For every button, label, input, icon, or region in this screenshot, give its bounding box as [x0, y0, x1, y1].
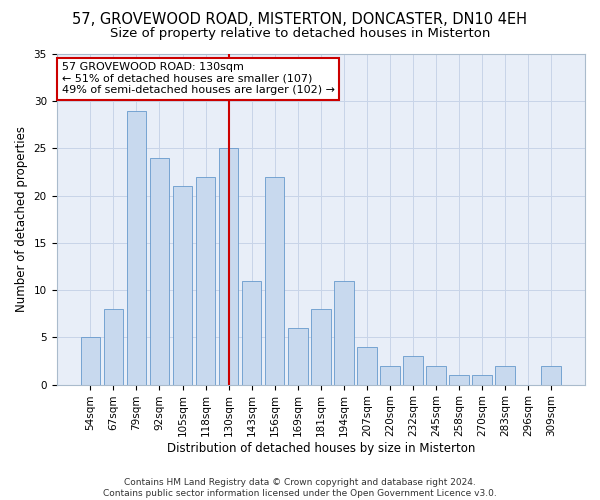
Bar: [80, 338, 100, 384]
Bar: [242, 280, 262, 384]
Bar: [357, 347, 377, 385]
Bar: [127, 110, 146, 384]
Bar: [104, 309, 123, 384]
Text: 57 GROVEWOOD ROAD: 130sqm
← 51% of detached houses are smaller (107)
49% of semi: 57 GROVEWOOD ROAD: 130sqm ← 51% of detac…: [62, 62, 335, 96]
Bar: [265, 177, 284, 384]
Bar: [426, 366, 446, 384]
Bar: [334, 280, 353, 384]
Bar: [196, 177, 215, 384]
Bar: [449, 375, 469, 384]
Y-axis label: Number of detached properties: Number of detached properties: [15, 126, 28, 312]
X-axis label: Distribution of detached houses by size in Misterton: Distribution of detached houses by size …: [167, 442, 475, 455]
Bar: [472, 375, 492, 384]
Bar: [380, 366, 400, 384]
Bar: [173, 186, 193, 384]
Bar: [496, 366, 515, 384]
Bar: [311, 309, 331, 384]
Bar: [219, 148, 238, 384]
Bar: [403, 356, 423, 384]
Bar: [288, 328, 308, 384]
Text: 57, GROVEWOOD ROAD, MISTERTON, DONCASTER, DN10 4EH: 57, GROVEWOOD ROAD, MISTERTON, DONCASTER…: [73, 12, 527, 28]
Bar: [149, 158, 169, 384]
Text: Size of property relative to detached houses in Misterton: Size of property relative to detached ho…: [110, 28, 490, 40]
Bar: [541, 366, 561, 384]
Text: Contains HM Land Registry data © Crown copyright and database right 2024.
Contai: Contains HM Land Registry data © Crown c…: [103, 478, 497, 498]
